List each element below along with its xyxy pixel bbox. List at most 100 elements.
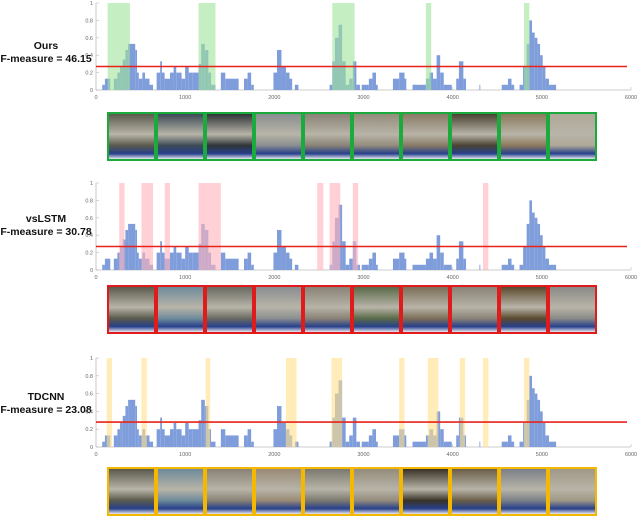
- score-bar: [368, 258, 373, 270]
- panel-title: vsLSTM F-measure = 30.78: [0, 213, 92, 239]
- score-bar: [443, 264, 452, 270]
- score-bar: [507, 435, 512, 447]
- score-bar: [113, 435, 118, 447]
- score-bar: [225, 435, 239, 447]
- selected-segment: [331, 358, 343, 447]
- score-bar: [170, 252, 174, 270]
- score-bar: [181, 78, 186, 90]
- score-bar: [436, 55, 441, 90]
- score-bar: [138, 78, 143, 90]
- score-bar: [181, 258, 186, 270]
- score-bar: [529, 20, 533, 90]
- score-bar: [375, 84, 378, 90]
- score-bar: [188, 72, 193, 90]
- keyframe-thumbnail: [499, 112, 548, 161]
- x-tick-label: 5000: [536, 452, 548, 458]
- selected-segment: [524, 358, 530, 447]
- selected-segment: [425, 3, 432, 90]
- score-bar: [392, 258, 400, 270]
- score-bar: [273, 252, 278, 270]
- score-bar: [534, 217, 538, 270]
- selected-segment: [399, 358, 405, 447]
- score-bar: [356, 441, 360, 447]
- score-bar: [176, 429, 182, 447]
- keyframe-strip-tdcnn: [107, 467, 597, 516]
- keyframe-thumbnail: [205, 467, 254, 516]
- score-bar: [188, 429, 193, 447]
- x-tick-label: 3000: [357, 275, 369, 281]
- score-bar: [458, 241, 464, 270]
- keyframe-thumbnail: [401, 112, 450, 161]
- score-bar: [289, 258, 293, 270]
- score-bar: [375, 441, 378, 447]
- score-bar: [273, 429, 278, 447]
- score-bar: [281, 66, 286, 90]
- plot-tdcnn: 0 0.2 0.4 0.6 0.8 1 0 1000 2000 3000 4000 5000 6000: [85, 356, 637, 458]
- score-bar: [225, 78, 239, 90]
- keyframe-thumbnail: [450, 112, 499, 161]
- x-tick-label: 6000: [625, 95, 637, 101]
- score-bar: [456, 78, 459, 90]
- score-bar: [456, 435, 459, 447]
- selected-segment: [141, 358, 147, 447]
- keyframe-thumbnail: [352, 285, 401, 334]
- score-bar: [429, 252, 434, 270]
- score-bar: [540, 55, 543, 90]
- score-bar: [225, 258, 239, 270]
- y-tick-label: 0: [90, 268, 93, 274]
- selected-segment: [205, 358, 211, 447]
- score-bar: [220, 72, 226, 90]
- score-bar: [361, 84, 369, 90]
- y-tick-label: 1: [90, 1, 93, 7]
- score-bar: [247, 252, 252, 270]
- score-bar: [176, 252, 182, 270]
- score-bar: [211, 441, 216, 447]
- score-bar: [281, 422, 286, 447]
- score-bar: [122, 415, 126, 447]
- score-bar: [285, 72, 290, 90]
- score-bar: [349, 258, 353, 270]
- y-tick-label: 0.6: [85, 216, 93, 222]
- score-bar: [501, 264, 508, 270]
- x-tick-label: 3000: [357, 95, 369, 101]
- keyframe-thumbnail: [254, 467, 303, 516]
- keyframe-thumbnail: [352, 112, 401, 161]
- score-bar: [372, 72, 376, 90]
- score-bar: [149, 441, 154, 447]
- score-bar: [342, 241, 346, 270]
- score-bar: [145, 78, 150, 90]
- score-bar: [277, 49, 282, 90]
- score-bar: [128, 399, 136, 447]
- method-name: TDCNN: [27, 391, 65, 403]
- y-tick-label: 0: [90, 445, 93, 451]
- selected-segment: [482, 183, 489, 270]
- score-bar: [345, 264, 350, 270]
- score-bar: [534, 37, 538, 90]
- score-bar: [545, 78, 549, 90]
- score-bar: [156, 429, 161, 447]
- score-bar: [440, 429, 444, 447]
- score-bar: [329, 441, 333, 447]
- x-tick-label: 1000: [179, 95, 191, 101]
- keyframe-thumbnail: [303, 467, 352, 516]
- score-bar: [548, 84, 557, 90]
- keyframe-thumbnail: [303, 112, 352, 161]
- score-bar: [372, 429, 376, 447]
- score-bar: [185, 66, 189, 90]
- score-bar: [161, 72, 165, 90]
- keyframe-thumbnail: [352, 467, 401, 516]
- x-tick-label: 2000: [268, 95, 280, 101]
- score-bar: [548, 264, 557, 270]
- score-bar: [507, 78, 512, 90]
- score-bar: [138, 258, 143, 270]
- score-bar: [137, 72, 139, 90]
- score-bar: [545, 258, 549, 270]
- score-bar: [277, 406, 282, 447]
- score-bar: [361, 441, 369, 447]
- keyframe-thumbnail: [450, 285, 499, 334]
- score-bar: [458, 61, 464, 90]
- score-bar: [142, 72, 146, 90]
- score-bar: [440, 72, 444, 90]
- score-bar: [523, 246, 527, 270]
